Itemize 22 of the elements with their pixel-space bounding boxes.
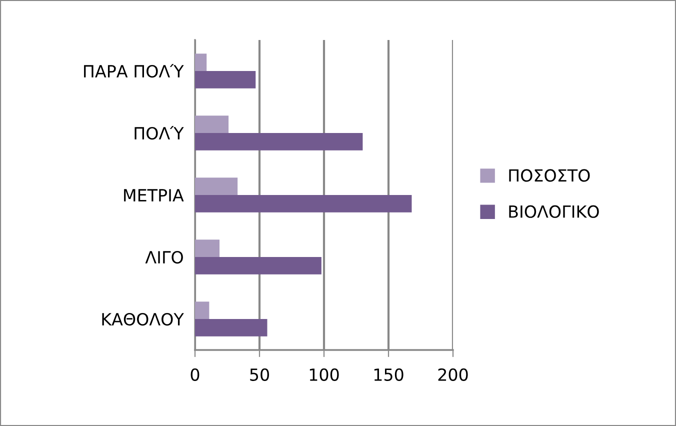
legend-label: ΠΟΣΟΣΤΟ: [509, 169, 590, 182]
x-tick-label: 150: [374, 368, 404, 381]
bar: [195, 54, 207, 71]
bar: [195, 71, 256, 88]
bar: [195, 116, 229, 133]
y-tick-label: ΚΑΘΟΛΟΥ: [102, 312, 184, 326]
x-tick-label: 50: [250, 368, 269, 381]
bar: [195, 178, 238, 195]
legend-label: ΒΙΟΛΟΓΙΚΟ: [509, 205, 599, 218]
x-tick-label: 200: [438, 368, 468, 381]
x-tick-label: 100: [310, 368, 339, 381]
bar: [195, 240, 220, 257]
y-tick-label: ΛΙΓΟ: [145, 250, 183, 264]
bar: [195, 195, 412, 212]
y-tick-label: ΠΑΡΑ ΠΟΛΎ: [84, 64, 184, 78]
bar: [195, 319, 268, 336]
y-tick-label: ΜΕΤΡΙΑ: [124, 189, 184, 202]
bar: [195, 302, 210, 319]
bar: [195, 133, 363, 150]
y-tick-label: ΠΟΛΎ: [134, 126, 184, 140]
x-tick-label: 0: [190, 368, 200, 381]
bar: [195, 257, 322, 274]
